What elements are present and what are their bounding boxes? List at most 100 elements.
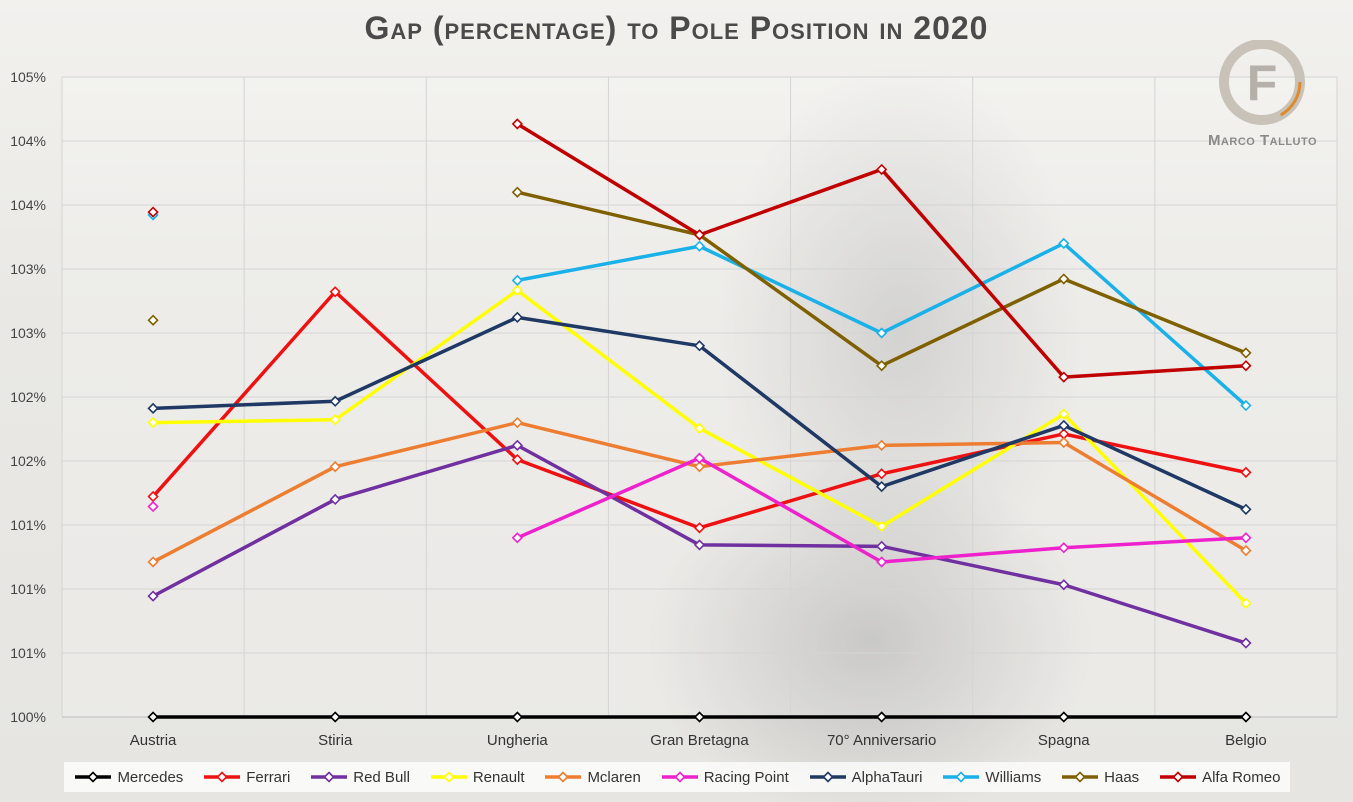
data-point-mercedes [876,711,888,723]
data-point-haas [876,360,888,372]
data-point-mclaren [876,439,888,451]
data-point-haas [1058,273,1070,285]
legend-item-mercedes: Mercedes [73,769,183,786]
legend-swatch [809,771,846,783]
data-point-williams [1058,237,1070,250]
data-point-renault [1058,408,1070,420]
data-point-alfa-romeo [511,118,523,130]
legend-label: Red Bull [353,768,410,786]
y-tick-label: 104% [10,133,46,149]
chart-grid [61,76,1338,718]
y-tick-label: 102% [10,453,46,469]
x-tick-label: 70° Anniversario [827,732,936,749]
chart-legend: Mercedes Ferrari Red Bull Renault Mclaren Rac… [64,762,1290,792]
logo-text: Marco Talluto [1207,132,1318,149]
data-point-renault [1240,597,1252,609]
chart-title: Gap (percentage) to Pole Position in 202… [364,10,989,46]
data-point-racing-point [147,500,159,513]
legend-swatch [1062,771,1099,783]
data-point-alphatauri [511,311,523,323]
logo-letter: F [1247,55,1278,111]
data-point-red-bull [1240,637,1252,649]
data-point-ferrari [329,286,341,298]
legend-label: Alfa Romeo [1202,768,1281,786]
y-tick-label: 101% [10,517,46,533]
x-tick-label: Stiria [318,732,353,749]
x-tick-label: Belgio [1225,732,1267,749]
y-tick-label: 100% [10,709,46,725]
legend-item-ferrari: Ferrari [202,769,290,786]
legend-label: Mclaren [587,768,641,786]
data-point-racing-point [1240,532,1252,544]
legend-item-renault: Renault [429,769,525,786]
y-axis-ticks: 100% 101% 101% 101% 102% 102% 103% 103% 104% 104%… [10,69,46,725]
data-point-haas [147,314,159,326]
data-point-mclaren [511,416,523,429]
data-point-williams [511,274,523,287]
data-point-alphatauri [693,340,706,352]
y-tick-label: 103% [10,261,46,277]
data-point-alphatauri [329,395,341,407]
data-point-mclaren [1058,436,1070,449]
data-point-mercedes [693,711,706,723]
data-point-ferrari [693,522,706,534]
data-point-renault [511,284,523,296]
legend-swatch [75,771,112,783]
legend-label: Renault [472,768,525,786]
legend-label: Racing Point [703,768,789,786]
legend-item-alfa-romeo: Alfa Romeo [1158,769,1280,786]
x-tick-label: Ungheria [487,732,549,749]
legend-item-williams: Williams [941,769,1041,786]
data-point-renault [329,414,341,426]
x-tick-label: Austria [130,732,177,749]
legend-swatch [661,771,698,783]
data-point-williams [693,240,706,252]
legend-item-racing-point: Racing Point [660,769,789,786]
legend-swatch [204,771,241,783]
data-point-mclaren [693,461,706,473]
data-point-renault [693,422,706,434]
legend-item-red-bull: Red Bull [309,769,410,786]
data-point-red-bull [147,590,159,602]
data-point-alfa-romeo [876,163,888,176]
legend-label: Haas [1104,768,1140,786]
data-point-haas [511,186,523,198]
data-point-red-bull [1058,579,1070,591]
data-point-red-bull [511,439,523,451]
x-tick-label: Gran Bretagna [650,732,749,749]
data-point-alfa-romeo [147,206,159,218]
data-point-haas [1240,347,1252,359]
legend-swatch [943,771,980,783]
data-point-alphatauri [147,402,159,415]
data-point-williams [1240,399,1252,412]
legend-label: AlphaTauri [851,768,923,786]
legend-swatch [311,771,348,783]
data-point-renault [147,416,159,429]
data-point-mclaren [329,461,341,473]
legend-label: Williams [985,768,1042,786]
y-tick-label: 101% [10,581,46,597]
legend-swatch [1160,771,1197,783]
y-tick-label: 103% [10,325,46,341]
data-point-red-bull [876,540,888,552]
x-axis-ticks: Austria Stiria Ungheria Gran Bretagna 70° An… [130,732,1267,749]
data-point-alfa-romeo [1058,371,1070,383]
legend-label: Mercedes [117,768,184,786]
legend-swatch [545,771,582,783]
data-point-mercedes [1058,711,1070,723]
data-point-ferrari [876,468,888,480]
data-point-ferrari [1240,466,1252,479]
legend-item-alphatauri: AlphaTauri [808,769,923,786]
legend-item-haas: Haas [1060,769,1139,786]
watermark-logo: F Marco Talluto [1190,39,1335,155]
y-tick-label: 104% [10,197,46,213]
data-point-alphatauri [1240,503,1252,515]
y-tick-label: 102% [10,389,46,405]
y-tick-label: 105% [10,69,46,85]
data-point-mclaren [1240,544,1252,557]
data-point-racing-point [693,452,706,464]
data-point-red-bull [693,539,706,551]
data-point-ferrari [511,453,523,466]
